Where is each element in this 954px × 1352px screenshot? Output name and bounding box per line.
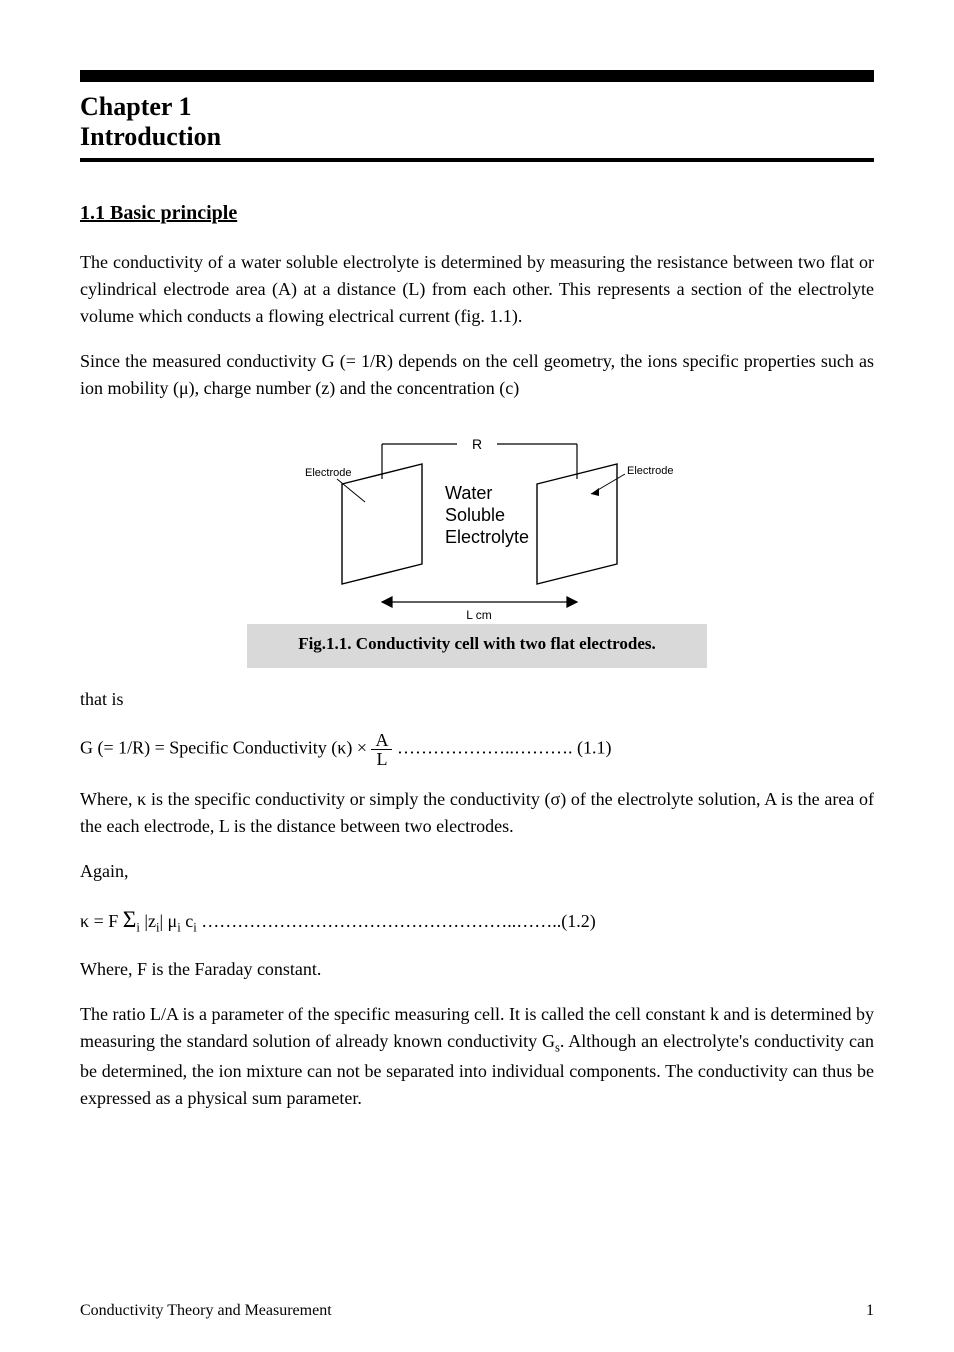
- chapter-label: Chapter 1: [80, 92, 191, 121]
- chapter-header: Chapter 1 Introduction: [80, 82, 874, 158]
- fig-center-3: Electrolyte: [445, 527, 529, 547]
- eq2-lhs: κ = F: [80, 911, 123, 931]
- symbol-c: c: [505, 378, 513, 398]
- figure-1-1: R Electrode Electrode Water Soluble Elec…: [80, 424, 874, 668]
- paragraph-after-eq1: Where, κ is the specific conductivity or…: [80, 786, 874, 840]
- eq2-tail: ……………………………………………..……..(1.2): [201, 911, 596, 931]
- eq1-frac-den: L: [371, 750, 392, 768]
- figure-caption-band: Fig.1.1. Conductivity cell with two flat…: [247, 624, 707, 668]
- section-heading: Basic principle: [110, 202, 237, 224]
- page-footer: Conductivity Theory and Measurement 1: [80, 1302, 874, 1320]
- fig-center-1: Water: [445, 483, 492, 503]
- eq1-lhs: G (= 1/R) =: [80, 738, 165, 758]
- rule-top-thick: [80, 70, 874, 82]
- eq2-ci: i: [193, 921, 197, 935]
- where-2: Where, F is the Faraday constant.: [80, 956, 874, 983]
- again-label: Again,: [80, 858, 874, 885]
- electrode-left-shape: [342, 464, 422, 584]
- equation-intro: that is: [80, 686, 874, 713]
- eq2-sigma: Σ: [123, 907, 137, 933]
- footer-left: Conductivity Theory and Measurement: [80, 1302, 332, 1320]
- section-number: 1.1: [80, 202, 105, 224]
- fig-label-L: L cm: [466, 608, 492, 622]
- symbol-mu: μ: [179, 378, 189, 398]
- fig-center-2: Soluble: [445, 505, 505, 525]
- paragraph-2: Since the measured conductivity G (= 1/R…: [80, 348, 874, 402]
- page-root: Chapter 1 Introduction 1.1 Basic princip…: [0, 0, 954, 1352]
- equation-2: κ = F Σi |zi| μi ci ……………………………………………..……: [80, 903, 874, 938]
- figure-caption: Fig.1.1. Conductivity cell with two flat…: [257, 634, 697, 654]
- figure-svg: R Electrode Electrode Water Soluble Elec…: [247, 424, 707, 624]
- eq1-frac-num: A: [371, 731, 392, 750]
- section-title: 1.1 Basic principle: [80, 202, 874, 225]
- rule-bottom-thin: [80, 158, 874, 162]
- p2-after: ): [513, 378, 519, 398]
- eq2-body2: | μ: [159, 911, 177, 931]
- p2-mid2: ) and the concentration (: [329, 378, 505, 398]
- electrode-right-shape: [537, 464, 617, 584]
- paragraph-1: The conductivity of a water soluble elec…: [80, 249, 874, 330]
- eq2-body3: c: [181, 911, 194, 931]
- fig-label-electrode-left: Electrode: [305, 467, 351, 479]
- fig-label-electrode-right: Electrode: [627, 465, 673, 477]
- eq1-tail: ………………..………. (1.1): [397, 738, 612, 758]
- p2-mid1: ), charge number (: [189, 378, 322, 398]
- equation-1: G (= 1/R) = Specific Conductivity (κ) × …: [80, 731, 874, 768]
- footer-page-number: 1: [866, 1302, 874, 1320]
- eq1-rhs-text: Specific Conductivity (κ) ×: [169, 738, 371, 758]
- chapter-title: Introduction: [80, 122, 221, 151]
- fig-label-R: R: [472, 436, 482, 452]
- paragraph-cell-constant: The ratio L/A is a parameter of the spec…: [80, 1001, 874, 1111]
- eq2-body1: |z: [140, 911, 156, 931]
